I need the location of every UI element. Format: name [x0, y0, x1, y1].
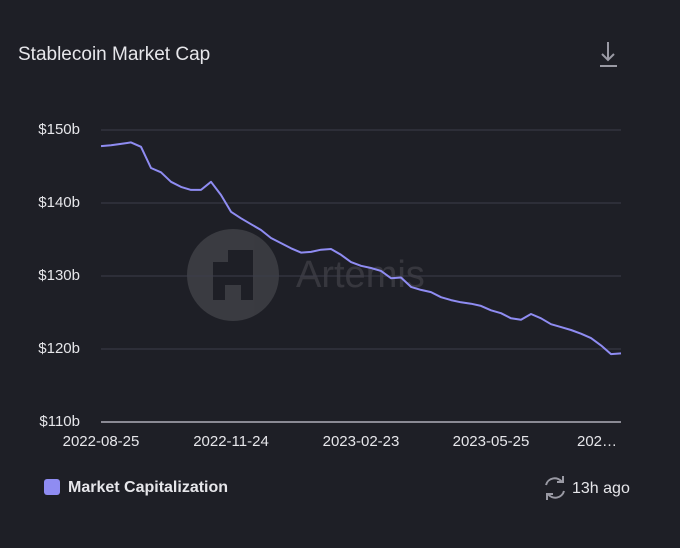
legend-swatch — [44, 479, 60, 495]
download-icon[interactable] — [600, 42, 617, 67]
watermark: Artemis — [296, 254, 425, 296]
y-tick-label: $120b — [38, 340, 80, 357]
x-tick-label: 2023-02-23 — [323, 433, 400, 450]
watermark-logo — [187, 229, 279, 321]
legend-label[interactable]: Market Capitalization — [68, 479, 228, 496]
y-tick-label: $130b — [38, 267, 80, 284]
data-line — [100, 141, 622, 356]
updated-label: 13h ago — [572, 480, 630, 497]
y-tick-label: $150b — [38, 121, 80, 138]
x-tick-label: 2022-08-25 — [63, 433, 140, 450]
refresh-icon[interactable] — [545, 476, 565, 500]
x-tick-label: 202… — [577, 433, 617, 450]
y-tick-label: $110b — [39, 413, 80, 430]
chart-title: Stablecoin Market Cap — [18, 44, 210, 65]
x-tick-label: 2023-05-25 — [453, 433, 530, 450]
y-tick-label: $140b — [38, 194, 80, 211]
x-tick-label: 2022-11-24 — [193, 433, 269, 450]
